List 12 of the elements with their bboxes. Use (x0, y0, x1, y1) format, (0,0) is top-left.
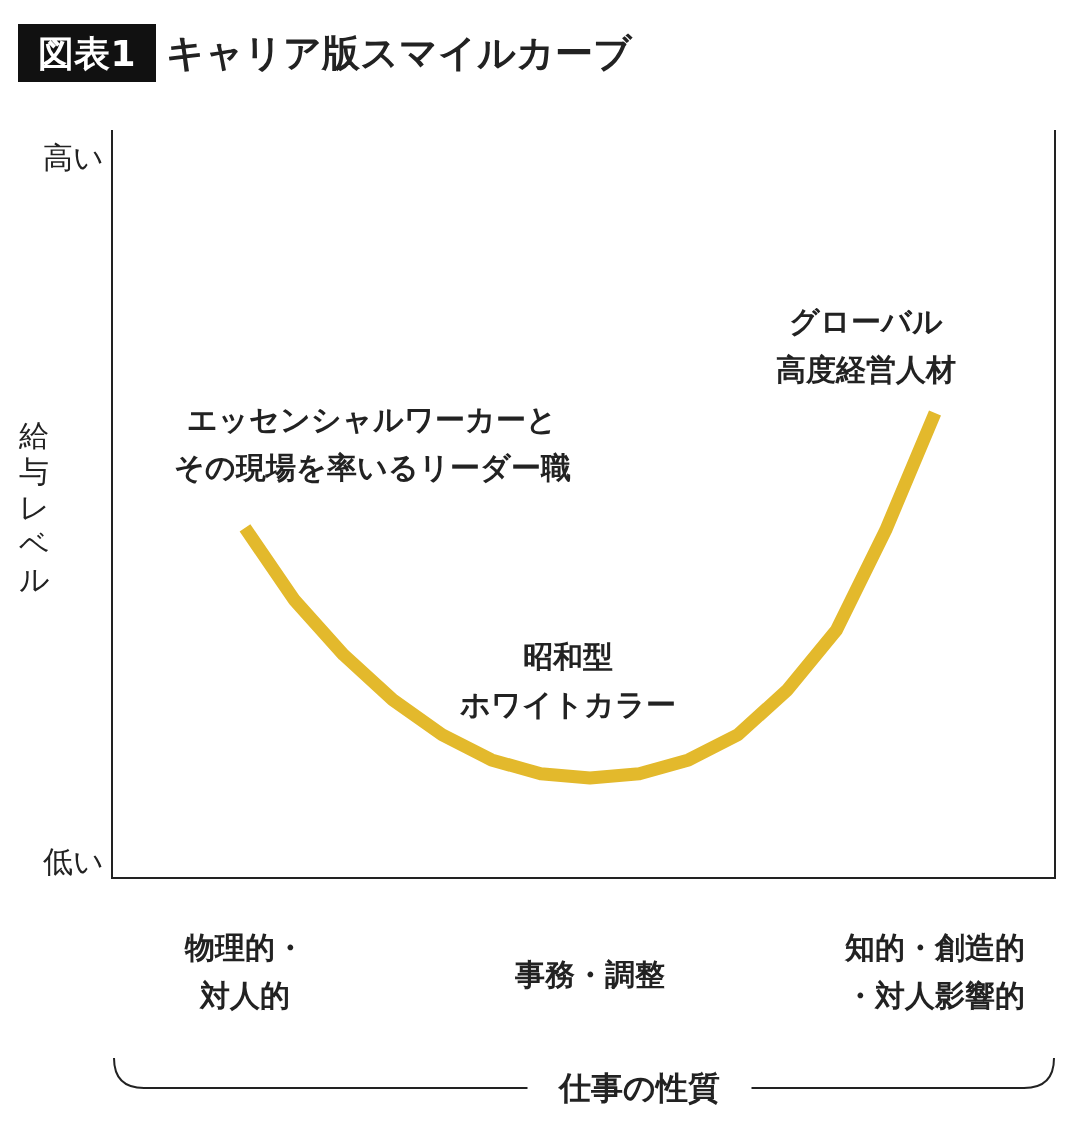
text: 低い (43, 844, 104, 879)
text: 高い (43, 140, 104, 175)
annotation: エッセンシャルワーカーとその現場を率いるリーダー職 (173, 402, 571, 485)
text: グローバル高度経営人材 (776, 304, 956, 387)
x-tick-label: 事務・調整 (514, 957, 665, 992)
x-axis-title: 仕事の性質 (557, 1069, 720, 1107)
chart-title: キャリア版スマイルカーブ (166, 31, 633, 75)
text: 図表1 (38, 33, 136, 74)
annotation: 昭和型ホワイトカラー (460, 639, 676, 722)
x-tick-label: 知的・創造的・対人影響的 (844, 930, 1025, 1013)
x-tick-label: 物理的・対人的 (184, 930, 305, 1013)
y-axis-title: 給与レベル (18, 418, 50, 597)
